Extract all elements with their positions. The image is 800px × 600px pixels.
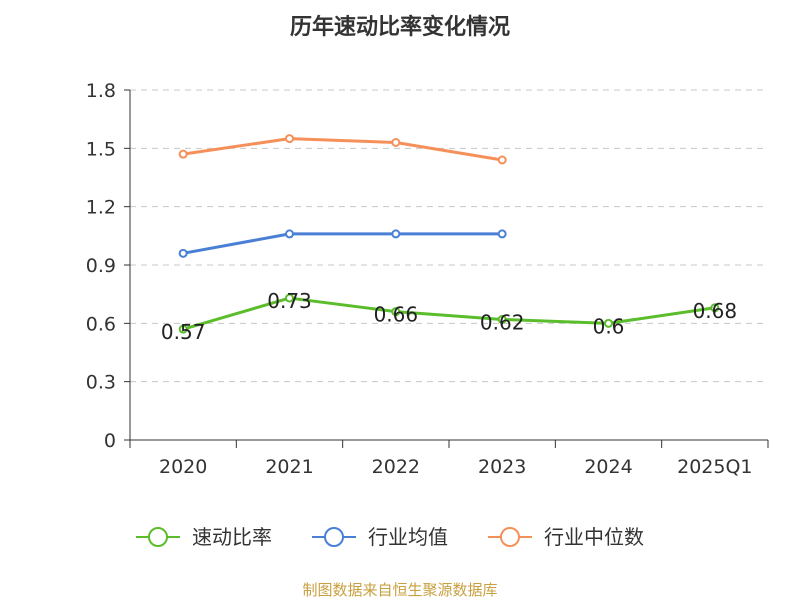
legend-label: 行业均值 (368, 525, 448, 549)
legend-marker (500, 527, 520, 547)
x-tick-label: 2024 (584, 456, 632, 478)
data-point (178, 324, 188, 334)
x-tick-label: 2021 (265, 456, 313, 478)
source-note: 制图数据来自恒生聚源数据库 (302, 581, 497, 599)
data-label: 0.57 (161, 320, 206, 344)
x-tick-label: 2022 (372, 456, 420, 478)
legend-label: 速动比率 (192, 525, 272, 549)
y-tick-label: 0.9 (86, 255, 116, 277)
data-point (497, 229, 507, 239)
legend-label: 行业中位数 (544, 525, 644, 549)
y-tick-label: 0 (104, 430, 116, 452)
data-point (391, 229, 401, 239)
legend-item-0[interactable]: 速动比率 (136, 525, 272, 549)
data-point (710, 303, 720, 313)
y-tick-label: 0.3 (86, 372, 116, 394)
x-tick-label: 2025Q1 (677, 456, 752, 478)
grid-lines (130, 89, 768, 383)
data-point (604, 318, 613, 328)
data-label: 0.68 (693, 299, 738, 323)
data-point (285, 293, 294, 303)
data-label: 0.62 (480, 310, 525, 334)
series-line-0 (182, 296, 716, 331)
legend: 速动比率 行业均值 行业中位数 (136, 525, 644, 549)
data-point (178, 149, 188, 159)
data-point (497, 155, 507, 165)
series-line-1 (182, 232, 503, 255)
data-point (178, 248, 188, 258)
legend-marker (324, 527, 344, 547)
data-label: 0.73 (267, 289, 312, 313)
y-tick-label: 1.2 (86, 197, 116, 219)
data-point (285, 229, 294, 239)
axes: 0 0.3 0.6 0.9 1.2 1.5 1.8 2020 2021 2022 2023 2024 2… (86, 80, 769, 478)
series-group (178, 134, 720, 334)
chart-title: 历年速动比率变化情况 (290, 14, 510, 40)
y-tick-label: 1.8 (86, 80, 116, 102)
legend-marker (148, 527, 168, 547)
data-point (391, 307, 401, 317)
data-label: 0.66 (374, 303, 419, 327)
data-point (285, 134, 294, 144)
y-tick-label: 1.5 (86, 138, 116, 160)
data-point (497, 314, 507, 324)
legend-item-2[interactable]: 行业中位数 (488, 525, 644, 549)
x-tick-label: 2023 (478, 456, 526, 478)
data-labels: 0.57 0.73 0.66 0.62 0.6 0.68 (161, 289, 737, 344)
data-label: 0.6 (593, 314, 625, 338)
series-line-2 (182, 137, 503, 162)
x-tick-label: 2020 (159, 456, 207, 478)
data-point (391, 138, 401, 147)
legend-item-1[interactable]: 行业均值 (312, 525, 448, 549)
y-tick-label: 0.6 (86, 313, 116, 335)
